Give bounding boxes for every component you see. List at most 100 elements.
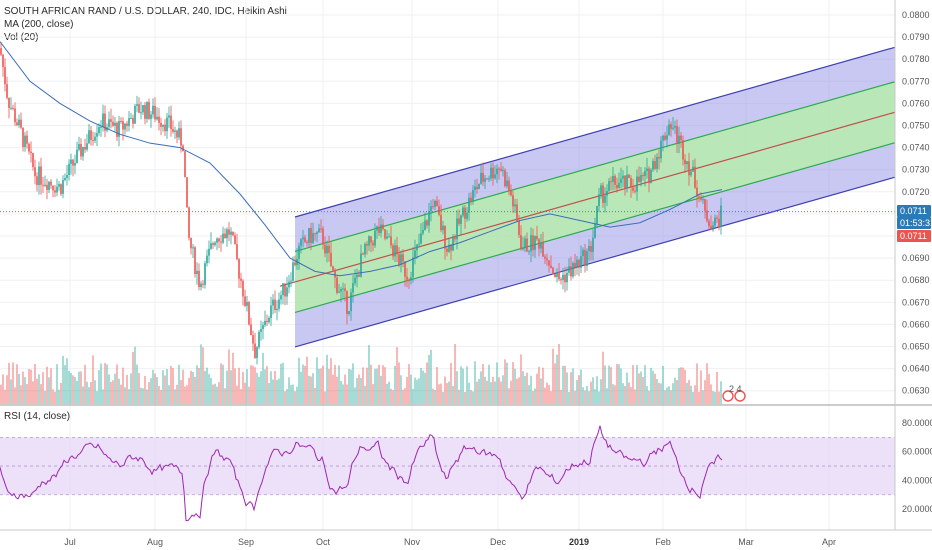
volume-bar xyxy=(582,387,584,404)
candle-body xyxy=(186,177,188,208)
volume-bar xyxy=(444,376,446,404)
candle-body xyxy=(508,180,510,191)
candle-body xyxy=(554,274,556,277)
candle-body xyxy=(642,175,644,177)
candle-body xyxy=(522,247,524,250)
volume-bar xyxy=(24,377,26,404)
candle-body xyxy=(0,48,2,55)
event-icon xyxy=(722,390,734,402)
volume-bar xyxy=(390,388,392,404)
volume-bar xyxy=(154,373,156,404)
volume-bar xyxy=(372,384,374,404)
candle-body xyxy=(36,176,38,185)
volume-bar xyxy=(430,349,432,404)
y-tick-label: 0.0670 xyxy=(902,297,930,307)
volume-bar xyxy=(250,365,252,404)
candle-body xyxy=(248,302,250,325)
candle-body xyxy=(440,214,442,231)
candle-body xyxy=(214,242,216,245)
candle-body xyxy=(648,168,650,184)
volume-bar xyxy=(576,380,578,404)
volume-bar xyxy=(572,368,574,404)
volume-bar xyxy=(516,378,518,404)
volume-bar xyxy=(188,377,190,404)
volume-bar xyxy=(676,380,678,404)
candle-body xyxy=(90,130,92,140)
countdown-tag: 01:53:31 xyxy=(897,217,932,229)
candle-body xyxy=(304,237,306,243)
volume-histogram xyxy=(0,343,722,404)
candle-body xyxy=(232,231,234,236)
candle-body xyxy=(660,140,662,159)
volume-bar xyxy=(486,380,488,404)
candle-body xyxy=(324,244,326,254)
x-tick-label: Feb xyxy=(655,537,671,547)
candle-body xyxy=(86,143,88,150)
volume-bar xyxy=(550,391,552,404)
y-tick-label: 0.0760 xyxy=(902,98,930,108)
volume-bar xyxy=(70,372,72,404)
symbol-title: SOUTH AFRICAN RAND / U.S. DOLLAR, 240, I… xyxy=(4,6,287,17)
volume-bar xyxy=(94,380,96,404)
volume-bar xyxy=(720,381,722,404)
volume-bar xyxy=(304,365,306,404)
candle-body xyxy=(562,274,564,280)
volume-bar xyxy=(236,385,238,404)
x-tick-label: Jul xyxy=(64,537,76,547)
rsi-tick-label: 20.0000 xyxy=(902,504,932,514)
candle-body xyxy=(496,168,498,175)
candle-body xyxy=(644,170,646,177)
candle-body xyxy=(154,105,156,120)
candle-body xyxy=(560,279,562,281)
candle-body xyxy=(150,114,152,119)
candle-body xyxy=(344,288,346,291)
volume-bar xyxy=(104,363,106,404)
volume-bar xyxy=(158,385,160,404)
candle-body xyxy=(458,218,460,224)
candle-body xyxy=(404,261,406,277)
candle-body xyxy=(622,175,624,179)
candle-body xyxy=(684,159,686,165)
candle-body xyxy=(646,168,648,171)
volume-bar xyxy=(396,347,398,404)
candle-body xyxy=(378,226,380,233)
candle-body xyxy=(202,283,204,285)
volume-bar xyxy=(612,384,614,404)
candle-body xyxy=(456,218,458,240)
candle-body xyxy=(322,228,324,245)
candle-body xyxy=(250,324,252,336)
candle-body xyxy=(132,118,134,124)
y-tick-label: 0.0780 xyxy=(902,54,930,64)
candle-body xyxy=(46,184,48,191)
volume-bar xyxy=(122,367,124,404)
candle-body xyxy=(414,250,416,258)
volume-bar xyxy=(22,371,24,404)
volume-bar xyxy=(110,381,112,404)
volume-bar xyxy=(592,377,594,404)
candle-body xyxy=(662,135,664,141)
volume-bar xyxy=(106,364,108,404)
volume-bar xyxy=(398,362,400,404)
candle-body xyxy=(110,119,112,122)
candle-body xyxy=(190,237,192,249)
volume-bar xyxy=(442,391,444,404)
candle-body xyxy=(10,107,12,109)
candle-body xyxy=(92,139,94,141)
candle-body xyxy=(570,266,572,277)
volume-bar xyxy=(92,355,94,404)
volume-bar xyxy=(718,391,720,404)
candle-body xyxy=(408,279,410,281)
volume-bar xyxy=(712,391,714,404)
ma-legend: MA (200, close) xyxy=(4,19,74,30)
volume-bar xyxy=(336,376,338,404)
volume-bar xyxy=(560,389,562,404)
candle-body xyxy=(634,190,636,192)
candle-body xyxy=(74,163,76,166)
volume-bar xyxy=(320,368,322,404)
candle-body xyxy=(368,236,370,246)
volume-bar xyxy=(90,382,92,404)
candle-body xyxy=(174,130,176,132)
candle-body xyxy=(276,308,278,311)
candle-body xyxy=(266,320,268,323)
